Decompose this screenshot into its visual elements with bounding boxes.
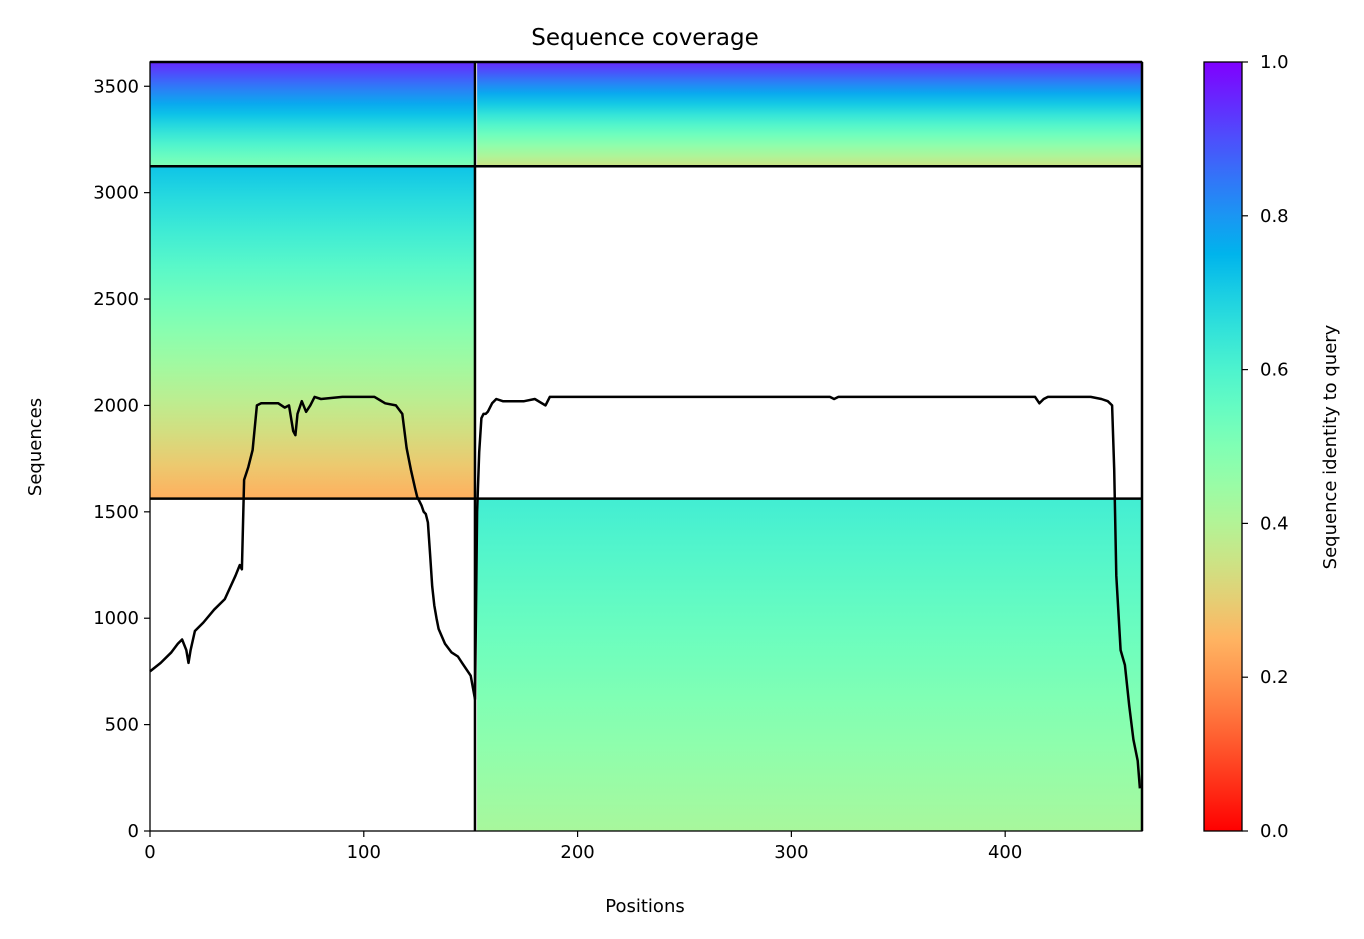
colorbar-tick-label: 1.0 bbox=[1260, 52, 1289, 73]
x-tick-label: 0 bbox=[144, 842, 155, 863]
colorbar-tick-label: 0.4 bbox=[1260, 513, 1289, 534]
colorbar-tick-label: 0.2 bbox=[1260, 667, 1289, 688]
y-tick-label: 0 bbox=[128, 821, 139, 842]
colorbar: 0.0 0.2 0.4 0.6 0.8 1.0 bbox=[1203, 52, 1289, 842]
x-tick-label: 200 bbox=[560, 842, 594, 863]
heatmap-block bbox=[150, 166, 475, 499]
heatmap-block bbox=[150, 62, 475, 167]
x-tick-label: 400 bbox=[988, 842, 1022, 863]
heatmap-block bbox=[477, 498, 1142, 831]
colorbar-label: Sequence identity to query bbox=[1320, 324, 1341, 569]
colorbar-tick-label: 0.8 bbox=[1260, 206, 1289, 227]
plot-area: 0 100 200 300 400 0 500 1000 1500 2000 2500 3000 350… bbox=[93, 60, 1144, 863]
x-axis-label: Positions bbox=[605, 896, 684, 917]
colorbar-tick-label: 0.0 bbox=[1260, 821, 1289, 842]
y-axis-label: Sequences bbox=[25, 398, 46, 496]
y-tick-label: 2500 bbox=[93, 289, 139, 310]
colorbar-scale bbox=[1203, 61, 1243, 832]
heatmap-block bbox=[477, 62, 1142, 167]
y-tick-label: 1000 bbox=[93, 608, 139, 629]
x-tick-label: 300 bbox=[774, 842, 808, 863]
x-tick-label: 100 bbox=[347, 842, 381, 863]
colorbar-tick-label: 0.6 bbox=[1260, 360, 1289, 381]
y-tick-label: 3500 bbox=[93, 76, 139, 97]
plot-frame bbox=[149, 61, 1143, 832]
y-tick-label: 1500 bbox=[93, 502, 139, 523]
y-tick-label: 2000 bbox=[93, 395, 139, 416]
y-tick-label: 500 bbox=[105, 715, 139, 736]
coverage-line bbox=[149, 395, 1142, 789]
chart-title: Sequence coverage bbox=[531, 25, 759, 51]
y-tick-label: 3000 bbox=[93, 183, 139, 204]
